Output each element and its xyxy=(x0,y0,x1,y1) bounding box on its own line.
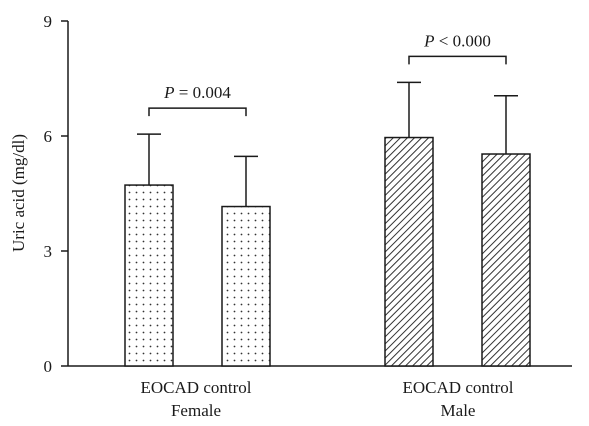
category-labels: EOCAD control Female EOCAD control Male xyxy=(141,378,514,420)
y-tick-label: 9 xyxy=(44,12,53,31)
group-label: Male xyxy=(441,401,476,420)
bar-male-eocad xyxy=(385,138,433,366)
bar-female-eocad xyxy=(125,185,173,366)
significance-bracket xyxy=(149,108,246,116)
significance-bracket xyxy=(409,56,506,64)
category-label-line1: EOCAD control xyxy=(141,378,252,397)
category-label-line1: EOCAD control xyxy=(403,378,514,397)
p-value-label: P = 0.004 xyxy=(163,83,231,102)
y-tick-label: 3 xyxy=(44,242,53,261)
y-axis-title: Uric acid (mg/dl) xyxy=(9,134,28,252)
y-tick-label: 6 xyxy=(44,127,53,146)
bars xyxy=(125,138,530,366)
bar-female-control xyxy=(222,207,270,366)
y-tick-label: 0 xyxy=(44,357,53,376)
group-label: Female xyxy=(171,401,221,420)
bar-male-control xyxy=(482,154,530,366)
significance-brackets: P = 0.004 P < 0.000 xyxy=(149,31,506,116)
y-axis: 0 3 6 9 xyxy=(44,12,69,376)
p-value-label: P < 0.000 xyxy=(423,31,491,50)
